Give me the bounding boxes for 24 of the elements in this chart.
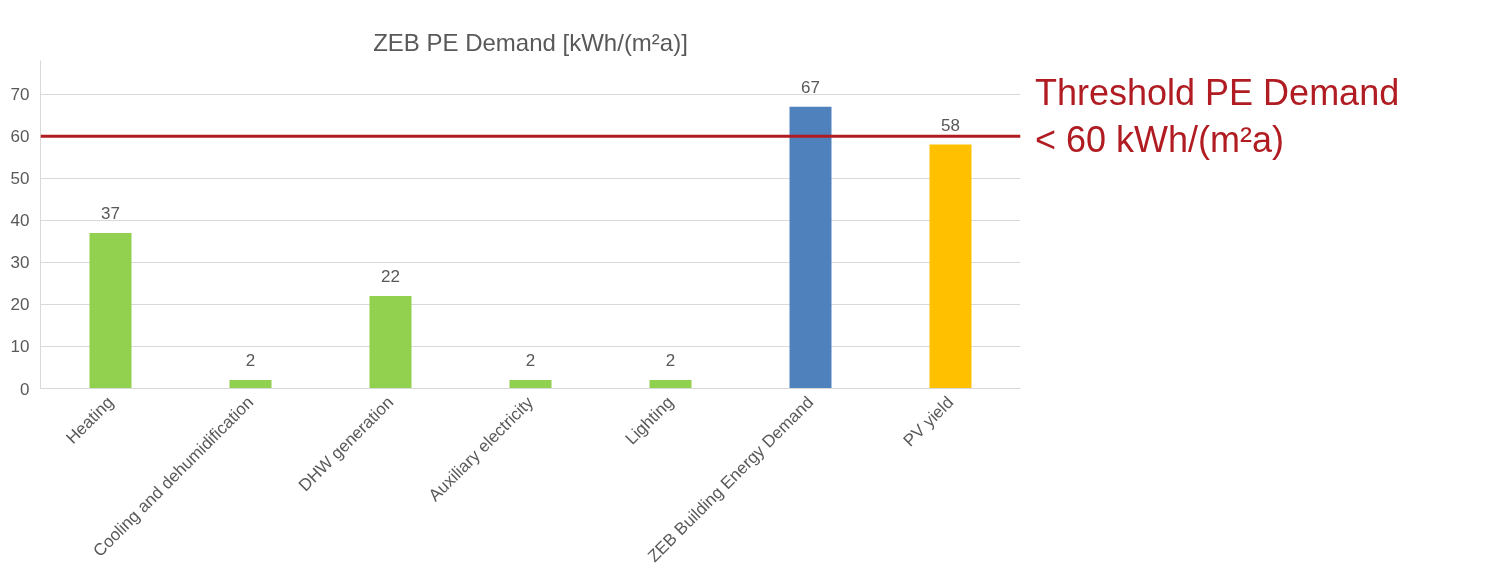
bar (929, 144, 972, 389)
ref-line-label: Threshold PE Demand < 60 kWh/(m²a) (1035, 71, 1400, 162)
data-label: 2 (245, 351, 256, 371)
y-tick-label: 10 (10, 337, 30, 357)
chart-title: ZEB PE Demand [kWh/(m²a)] (373, 28, 688, 56)
data-label: 2 (525, 351, 536, 371)
y-tick-label: 50 (10, 169, 30, 189)
bar (89, 232, 132, 389)
y-tick-label: 60 (10, 127, 30, 147)
data-label: 58 (941, 115, 960, 135)
data-label: 2 (665, 351, 676, 371)
bar (509, 380, 552, 389)
y-tick-label: 70 (10, 85, 30, 105)
bar (649, 380, 692, 389)
bar (789, 106, 832, 389)
data-label: 37 (101, 203, 120, 223)
y-tick-label: 0 (20, 379, 30, 399)
y-tick-label: 30 (10, 253, 30, 273)
bar (369, 295, 412, 389)
data-label: 22 (381, 266, 400, 286)
bar (229, 380, 272, 389)
y-tick-label: 20 (10, 295, 30, 315)
y-tick-label: 40 (10, 211, 30, 231)
data-label: 67 (801, 77, 820, 97)
